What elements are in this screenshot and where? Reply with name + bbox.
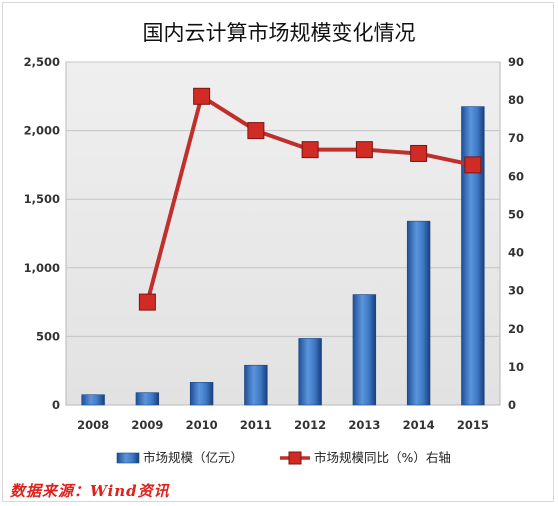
- bar: [189, 382, 214, 406]
- line-point: [410, 144, 428, 162]
- x-tick-label: 2010: [186, 418, 218, 432]
- y-right-tick-label: 10: [508, 360, 524, 374]
- x-tick-label: 2014: [403, 418, 435, 432]
- y-left-tick-label: 1,500: [24, 192, 60, 206]
- legend-line-label: 市场规模同比（%）右轴: [314, 450, 451, 465]
- x-tick-label: 2009: [131, 418, 163, 432]
- x-tick-label: 2012: [294, 418, 326, 432]
- line-point: [138, 293, 156, 311]
- y-right-tick-label: 40: [508, 246, 524, 260]
- x-tick-label: 2013: [348, 418, 380, 432]
- line-point: [355, 141, 373, 159]
- y-right-tick-label: 30: [508, 284, 524, 298]
- y-left-tick-label: 1,000: [24, 261, 60, 275]
- y-right-tick-label: 60: [508, 169, 524, 183]
- bar: [352, 294, 377, 406]
- chart-title: 国内云计算市场规模变化情况: [143, 21, 416, 45]
- legend-line-marker: [288, 451, 302, 465]
- y-left-tick-label: 2,000: [24, 124, 60, 138]
- y-right-tick-label: 90: [508, 55, 524, 69]
- bar: [135, 392, 160, 406]
- y-right-tick-label: 70: [508, 131, 524, 145]
- x-tick-label: 2011: [240, 418, 272, 432]
- line-point: [247, 122, 265, 140]
- bar: [244, 364, 268, 406]
- y-right-tick-label: 20: [508, 322, 524, 336]
- y-right-tick-label: 80: [508, 93, 524, 107]
- y-left-tick-label: 0: [52, 398, 60, 412]
- bar: [461, 106, 485, 406]
- line-point: [301, 141, 319, 159]
- source-note: 数据来源：Wind资讯: [10, 482, 170, 500]
- y-right-tick-label: 0: [508, 398, 516, 412]
- y-left-tick-label: 500: [36, 329, 60, 343]
- bar: [81, 394, 105, 406]
- bar: [406, 220, 431, 406]
- bar: [298, 338, 322, 406]
- y-left-tick-label: 2,500: [24, 55, 60, 69]
- legend-bar-label: 市场规模（亿元）: [143, 450, 243, 465]
- line-point: [193, 87, 211, 105]
- x-tick-label: 2008: [77, 418, 109, 432]
- x-tick-label: 2015: [457, 418, 489, 432]
- legend: 市场规模（亿元） 市场规模同比（%）右轴: [116, 450, 451, 465]
- plot-area: [65, 61, 501, 406]
- legend-bar-swatch: [116, 452, 140, 464]
- line-point: [464, 156, 482, 174]
- y-right-tick-label: 50: [508, 207, 524, 221]
